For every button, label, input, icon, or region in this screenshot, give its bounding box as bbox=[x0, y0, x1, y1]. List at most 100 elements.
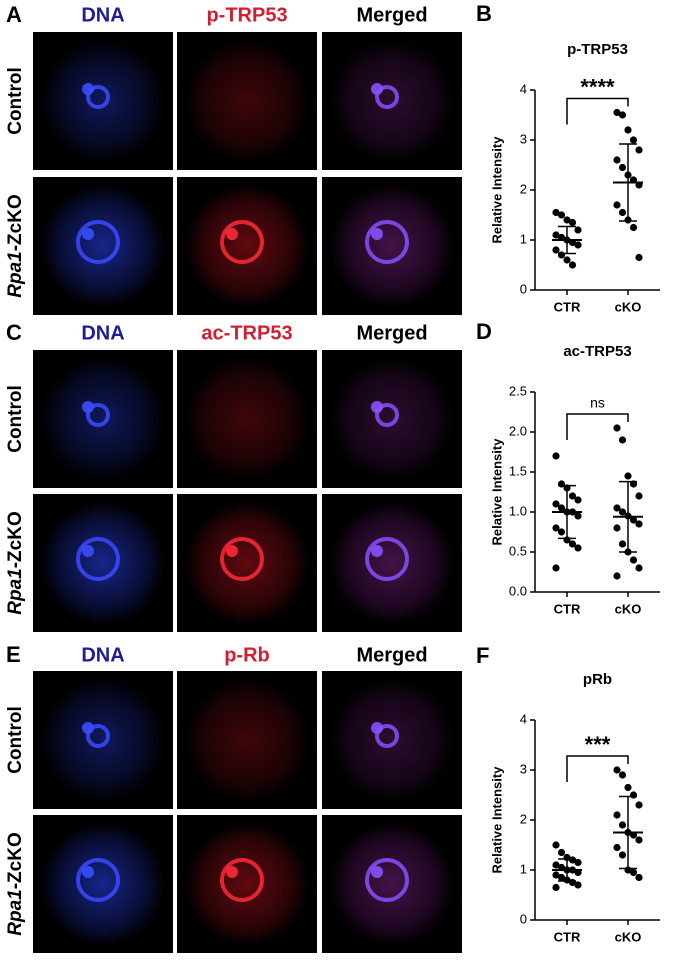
data-point bbox=[624, 126, 632, 134]
row-label: Control bbox=[5, 67, 26, 135]
data-point bbox=[552, 246, 560, 254]
chromatin bbox=[82, 866, 94, 878]
y-tick-label: 4 bbox=[520, 81, 527, 96]
panel-letter: A bbox=[6, 2, 22, 27]
data-point bbox=[568, 856, 577, 864]
y-tick-label: 0.5 bbox=[509, 543, 527, 558]
data-point bbox=[624, 783, 632, 792]
oocyte bbox=[185, 678, 309, 802]
data-point bbox=[574, 241, 582, 249]
data-point bbox=[613, 524, 621, 532]
chromatin bbox=[226, 545, 238, 557]
row-label-text: -ZcKO bbox=[5, 832, 26, 889]
nucleus bbox=[375, 403, 399, 427]
data-point bbox=[635, 492, 643, 500]
chromatin bbox=[371, 401, 383, 413]
data-point bbox=[613, 424, 621, 432]
chromatin bbox=[371, 722, 383, 734]
significance-bracket bbox=[566, 413, 629, 440]
x-tick-label: CTR bbox=[554, 299, 581, 314]
data-point bbox=[563, 256, 571, 264]
significance-bracket bbox=[566, 97, 629, 125]
column-header: p-Rb bbox=[224, 644, 270, 666]
panel-letter: F bbox=[476, 643, 489, 668]
nucleus bbox=[86, 724, 110, 748]
chromatin bbox=[371, 545, 383, 557]
chart-title: pRb bbox=[583, 671, 612, 688]
row-label-text: -ZcKO bbox=[5, 194, 26, 251]
data-point bbox=[552, 564, 560, 572]
data-point bbox=[552, 208, 560, 217]
data-point bbox=[618, 208, 627, 217]
oocyte bbox=[330, 184, 454, 308]
data-point bbox=[629, 791, 638, 799]
data-point bbox=[635, 836, 643, 844]
data-point bbox=[635, 564, 643, 572]
data-point bbox=[629, 223, 638, 232]
nucleus bbox=[375, 724, 399, 748]
data-point bbox=[629, 516, 638, 524]
data-point bbox=[552, 883, 560, 892]
oocyte bbox=[41, 678, 165, 802]
oocyte bbox=[185, 822, 309, 946]
data-point bbox=[635, 253, 643, 262]
y-axis-label: Relative Intensity bbox=[489, 438, 504, 546]
data-point bbox=[557, 848, 566, 857]
data-point bbox=[613, 201, 621, 209]
data-point bbox=[574, 496, 582, 504]
data-point bbox=[613, 811, 621, 819]
data-point bbox=[618, 851, 627, 859]
nucleus bbox=[76, 858, 120, 902]
nucleus bbox=[365, 858, 409, 902]
significance-bracket bbox=[566, 755, 629, 782]
y-tick-label: 2 bbox=[520, 181, 527, 196]
oocyte bbox=[185, 39, 309, 163]
y-tick-label: 3 bbox=[520, 131, 527, 146]
data-point bbox=[629, 868, 638, 877]
chromatin bbox=[226, 866, 238, 878]
y-tick-label: 1.0 bbox=[509, 503, 527, 518]
y-tick-label: 2.5 bbox=[509, 383, 527, 398]
row-label: Rpa1-ZcKO bbox=[5, 511, 26, 614]
y-axis-label: Relative Intensity bbox=[489, 136, 504, 244]
oocyte bbox=[330, 822, 454, 946]
row-label: Control bbox=[5, 385, 26, 453]
nucleus bbox=[86, 403, 110, 427]
data-point bbox=[552, 861, 560, 869]
column-header: Merged bbox=[356, 322, 427, 344]
significance-label: ns bbox=[590, 395, 605, 411]
chromatin bbox=[82, 83, 94, 95]
column-header: p-TRP53 bbox=[206, 4, 287, 26]
data-point bbox=[574, 544, 582, 552]
data-point bbox=[568, 261, 577, 269]
nucleus bbox=[220, 858, 264, 902]
chromatin bbox=[82, 401, 94, 413]
gene-name: Rpa1 bbox=[5, 251, 26, 297]
data-point bbox=[557, 504, 566, 512]
chromatin bbox=[371, 866, 383, 878]
nucleus bbox=[86, 85, 110, 109]
data-point bbox=[618, 771, 627, 779]
y-tick-label: 0 bbox=[520, 281, 527, 296]
row-label-text: Control bbox=[5, 67, 26, 135]
data-point bbox=[618, 821, 627, 829]
data-point bbox=[574, 226, 582, 234]
data-point bbox=[557, 211, 566, 219]
row-label: Rpa1-ZcKO bbox=[5, 194, 26, 297]
nucleus bbox=[76, 537, 120, 581]
data-point bbox=[557, 528, 566, 536]
oocyte bbox=[330, 357, 454, 481]
gene-name: Rpa1 bbox=[5, 568, 26, 614]
significance-label: *** bbox=[585, 732, 611, 757]
data-point bbox=[635, 873, 643, 882]
x-tick-label: cKO bbox=[615, 601, 642, 616]
data-point bbox=[552, 841, 560, 849]
chromatin bbox=[82, 545, 94, 557]
y-tick-label: 2.0 bbox=[509, 423, 527, 438]
y-tick-label: 1 bbox=[520, 861, 527, 876]
y-tick-label: 4 bbox=[520, 711, 527, 726]
row-label-text: Control bbox=[5, 706, 26, 774]
chromatin bbox=[82, 228, 94, 240]
data-point bbox=[574, 858, 582, 867]
oocyte bbox=[330, 501, 454, 625]
